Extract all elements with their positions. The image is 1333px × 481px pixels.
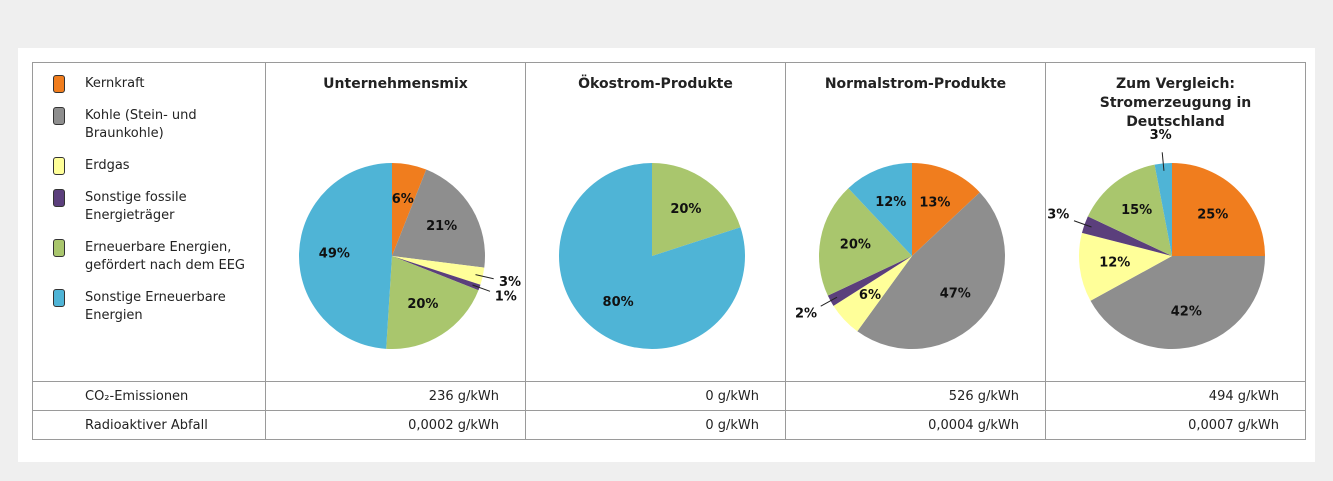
pie-slice [392, 256, 485, 285]
legend-label: Kernkraft [85, 76, 145, 91]
legend-item: Erneuerbare Energien, gefördert nach dem… [53, 239, 265, 275]
legend-swatch [53, 189, 65, 207]
pie-chart: 25% 42% 12% 3% 15% 3% [1047, 128, 1265, 349]
value-label: 12% [1099, 256, 1130, 271]
row-value: 526 g/kWh [785, 381, 1046, 411]
row-value: 0 g/kWh [525, 381, 786, 411]
legend-item: Sonstige Erneuerbare Energien [53, 289, 265, 325]
legend-item: Erdgas [53, 157, 265, 175]
leader-line [475, 274, 494, 280]
legend-label: Sonstige fossile Energieträger [85, 190, 187, 223]
pie-slice [652, 163, 741, 256]
pie-slice [392, 256, 481, 291]
legend: Kernkraft Kohle (Stein- und Braunkohle) Er… [32, 62, 266, 382]
row-value: 0,0007 g/kWh [1045, 410, 1306, 440]
value-label: 6% [859, 288, 881, 303]
pie-slice [1087, 164, 1172, 256]
value-label: 1% [495, 289, 517, 304]
value-label: 20% [840, 238, 871, 253]
row-label: CO₂-Emissionen [32, 381, 266, 411]
pie-slice [1172, 163, 1265, 256]
value-label: 80% [603, 295, 634, 310]
pie-slice [819, 188, 912, 296]
chart-title: Ökostrom-Produkte [578, 76, 733, 92]
chart-title: Normalstrom-Produkte [824, 76, 1007, 92]
value-label: 15% [1121, 203, 1152, 218]
value-label: 13% [919, 196, 950, 211]
value-label: 21% [426, 219, 457, 234]
pie-slice [386, 256, 479, 349]
legend-swatch [53, 107, 65, 125]
legend-label: Sonstige Erneuerbare Energien [85, 290, 226, 323]
pie-cell: 13% 47% 6% 2% 20% 12% Normalstrom-Produkte [785, 62, 1046, 382]
table-row: CO₂-Emissionen 236 g/kWh 0 g/kWh 526 g/kWh 4… [32, 381, 1306, 411]
chart-title: Zum Vergleich: Stromerzeugung in Deutsch… [1099, 76, 1252, 130]
table-row: Radioaktiver Abfall 0,0002 g/kWh 0 g/kWh 0,… [32, 410, 1306, 440]
value-label: 3% [1150, 128, 1172, 143]
row-value: 236 g/kWh [265, 381, 526, 411]
leader-line [820, 296, 838, 307]
pie-slice [1079, 232, 1172, 301]
pie-cell: 25% 42% 12% 3% 15% 3% Zum Vergleich: Stromerze… [1045, 62, 1306, 382]
leader-line [1161, 152, 1165, 171]
chart-title: Unternehmensmix [323, 76, 468, 92]
value-label: 6% [392, 192, 414, 207]
legend-swatch [53, 75, 65, 93]
value-label: 20% [670, 202, 701, 217]
pie-chart: 13% 47% 6% 2% 20% 12% [795, 163, 1005, 350]
pie-slice [299, 163, 392, 349]
pie-chart: 20% 80% [559, 163, 745, 349]
leader-line [1073, 220, 1092, 228]
pie-slice [848, 163, 912, 256]
value-label: 3% [499, 275, 521, 290]
pie-slice [559, 163, 745, 349]
row-value: 0,0004 g/kWh [785, 410, 1046, 440]
pie-slice [912, 163, 980, 256]
value-label: 2% [795, 307, 817, 322]
leader-line [472, 284, 491, 292]
legend-swatch [53, 289, 65, 307]
value-label: 47% [940, 287, 971, 302]
pie-slice [833, 256, 912, 332]
row-value: 494 g/kWh [1045, 381, 1306, 411]
chart-row: Kernkraft Kohle (Stein- und Braunkohle) Er… [32, 62, 1306, 382]
legend-swatch [53, 239, 65, 257]
pie-slice [1154, 163, 1172, 256]
pie-slice [392, 163, 427, 256]
row-label: Radioaktiver Abfall [32, 410, 266, 440]
value-label: 12% [875, 195, 906, 210]
value-label: 42% [1171, 304, 1202, 319]
row-value: 0 g/kWh [525, 410, 786, 440]
value-label: 49% [319, 247, 350, 262]
pie-cell: 6% 21% 3% 1% 20% 49% Unternehmensmix [265, 62, 526, 382]
row-value: 0,0002 g/kWh [265, 410, 526, 440]
value-label: 25% [1197, 208, 1228, 223]
value-label: 3% [1047, 208, 1069, 223]
pie-slice [392, 169, 485, 268]
legend-label: Erdgas [85, 158, 130, 173]
legend-item: Sonstige fossile Energieträger [53, 189, 265, 225]
legend-swatch [53, 157, 65, 175]
pie-chart: 6% 21% 3%1% 20% 49% [299, 163, 521, 349]
pie-cell: 20% 80% Ökostrom-Produkte [525, 62, 786, 382]
comparison-table: Kernkraft Kohle (Stein- und Braunkohle) Er… [32, 62, 1306, 440]
legend-label: Erneuerbare Energien, gefördert nach dem… [85, 240, 245, 273]
pie-slice [857, 192, 1005, 350]
legend-item: Kohle (Stein- und Braunkohle) [53, 107, 265, 143]
legend-label: Kohle (Stein- und Braunkohle) [85, 108, 197, 141]
pie-slice [1090, 256, 1265, 349]
pie-slice [827, 256, 912, 306]
value-label: 20% [407, 297, 438, 312]
pie-slice [1081, 216, 1172, 256]
legend-item: Kernkraft [53, 75, 265, 93]
